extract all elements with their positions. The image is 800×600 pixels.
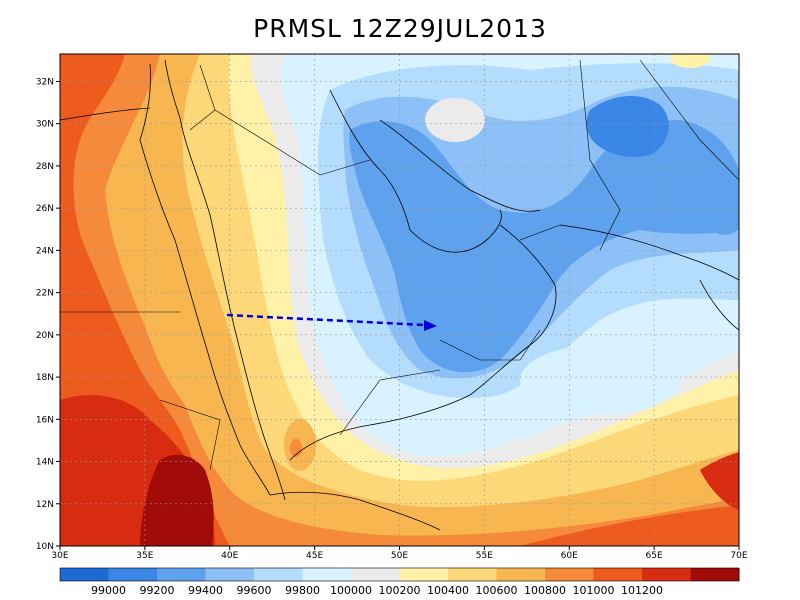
red-sea-east-coast bbox=[179, 117, 286, 501]
field-light-patch-2 bbox=[520, 345, 680, 415]
colorbar-swatch bbox=[448, 568, 497, 581]
colorbar-swatch bbox=[399, 568, 449, 581]
field-yellow-top bbox=[670, 54, 710, 68]
lat-tick-label: 28N bbox=[36, 162, 54, 172]
lat-tick-label: 12N bbox=[36, 500, 54, 510]
lat-tick-label: 16N bbox=[36, 415, 54, 425]
lon-tick-label: 50E bbox=[391, 551, 408, 561]
colorbar-swatch bbox=[351, 568, 400, 581]
border-6 bbox=[339, 369, 441, 436]
border-10 bbox=[159, 399, 221, 471]
lat-tick-label: 30N bbox=[36, 120, 54, 130]
lat-lon-grid bbox=[60, 54, 739, 546]
oman-coast bbox=[499, 224, 557, 346]
colorbar-swatch bbox=[108, 568, 158, 581]
trajectory-line bbox=[226, 313, 426, 327]
lon-tick-label: 30E bbox=[51, 551, 68, 561]
colorbar-swatch bbox=[642, 568, 691, 581]
border-9 bbox=[519, 224, 561, 241]
border-4 bbox=[319, 159, 371, 176]
southern-arabia-coast bbox=[289, 344, 531, 461]
border-3 bbox=[214, 109, 321, 176]
lat-tick-label: 18N bbox=[36, 373, 54, 383]
lat-tick-label: 32N bbox=[36, 77, 54, 87]
pressure-field bbox=[60, 54, 739, 546]
red-sea-west-coast bbox=[139, 139, 271, 496]
colorbar-label: 99200 bbox=[140, 584, 175, 597]
lat-tick-label: 20N bbox=[36, 331, 54, 341]
colorbar-swatch bbox=[157, 568, 206, 581]
somalia-coast bbox=[269, 491, 441, 531]
colorbar-swatch bbox=[302, 568, 352, 581]
field-dark-red-core bbox=[140, 454, 214, 546]
colorbar-label: 99800 bbox=[285, 584, 320, 597]
lon-tick-label: 40E bbox=[221, 551, 238, 561]
lon-tick-label: 70E bbox=[730, 551, 747, 561]
lat-tick-label: 22N bbox=[36, 289, 54, 299]
colorbar-swatch bbox=[496, 568, 546, 581]
pakistan-coast bbox=[699, 279, 739, 331]
lon-tick-label: 55E bbox=[476, 551, 493, 561]
map-title: PRMSL 12Z29JUL2013 bbox=[253, 14, 547, 43]
colorbar-label: 101000 bbox=[573, 584, 615, 597]
field-blue-3 bbox=[349, 120, 739, 373]
longitude-axis: 30E 35E 40E 45E 50E 55E 60E 65E 70E bbox=[51, 546, 748, 561]
makran-coast bbox=[559, 224, 739, 281]
med-coast bbox=[60, 107, 151, 121]
iran-coast bbox=[379, 119, 541, 212]
lon-tick-label: 45E bbox=[306, 551, 323, 561]
lat-tick-label: 26N bbox=[36, 204, 54, 214]
aqaba-coast bbox=[164, 59, 181, 119]
lat-tick-label: 24N bbox=[36, 246, 54, 256]
lat-tick-label: 14N bbox=[36, 458, 54, 468]
colorbar-label: 100000 bbox=[330, 584, 372, 597]
colorbar-label: 99400 bbox=[188, 584, 223, 597]
colorbar-label: 100200 bbox=[379, 584, 421, 597]
colorbar-swatch bbox=[60, 568, 109, 581]
lon-tick-label: 65E bbox=[646, 551, 663, 561]
field-orange-region bbox=[60, 54, 739, 546]
colorbar-swatch bbox=[205, 568, 255, 581]
coastlines bbox=[60, 59, 739, 531]
lon-tick-label: 35E bbox=[136, 551, 153, 561]
colorbar-label: 99000 bbox=[91, 584, 126, 597]
field-blue-east bbox=[705, 185, 739, 235]
field-light-patch-1 bbox=[425, 98, 485, 142]
colorbar-swatch bbox=[690, 568, 740, 581]
colorbar-label: 101200 bbox=[621, 584, 663, 597]
field-red-east bbox=[700, 452, 739, 510]
colorbar-swatch bbox=[545, 568, 594, 581]
border-8 bbox=[639, 59, 739, 181]
field-blue-core bbox=[610, 116, 646, 140]
colorbar-swatch bbox=[593, 568, 643, 581]
borders bbox=[60, 59, 739, 471]
lon-tick-label: 60E bbox=[561, 551, 578, 561]
colorbar: 99000 99200 99400 99600 99800 100000 100200 100… bbox=[59, 567, 740, 597]
colorbar-label: 99600 bbox=[237, 584, 272, 597]
border-5 bbox=[439, 329, 541, 361]
colorbar-frame bbox=[59, 567, 740, 582]
latitude-axis: 10N 12N 14N 16N 18N 20N 22N 24N 26N 28N 30N 32N bbox=[36, 77, 60, 552]
colorbar-swatch bbox=[254, 568, 303, 581]
persian-gulf-coast bbox=[329, 89, 502, 253]
colorbar-label: 100400 bbox=[427, 584, 469, 597]
colorbar-label: 100800 bbox=[524, 584, 566, 597]
trajectory-arrow bbox=[226, 313, 437, 331]
border-7 bbox=[579, 59, 621, 251]
colorbar-label: 100600 bbox=[476, 584, 518, 597]
lat-tick-label: 10N bbox=[36, 542, 54, 552]
field-red-orange-se bbox=[520, 505, 739, 546]
trajectory-arrowhead bbox=[424, 320, 437, 331]
suez-coast bbox=[139, 63, 151, 141]
